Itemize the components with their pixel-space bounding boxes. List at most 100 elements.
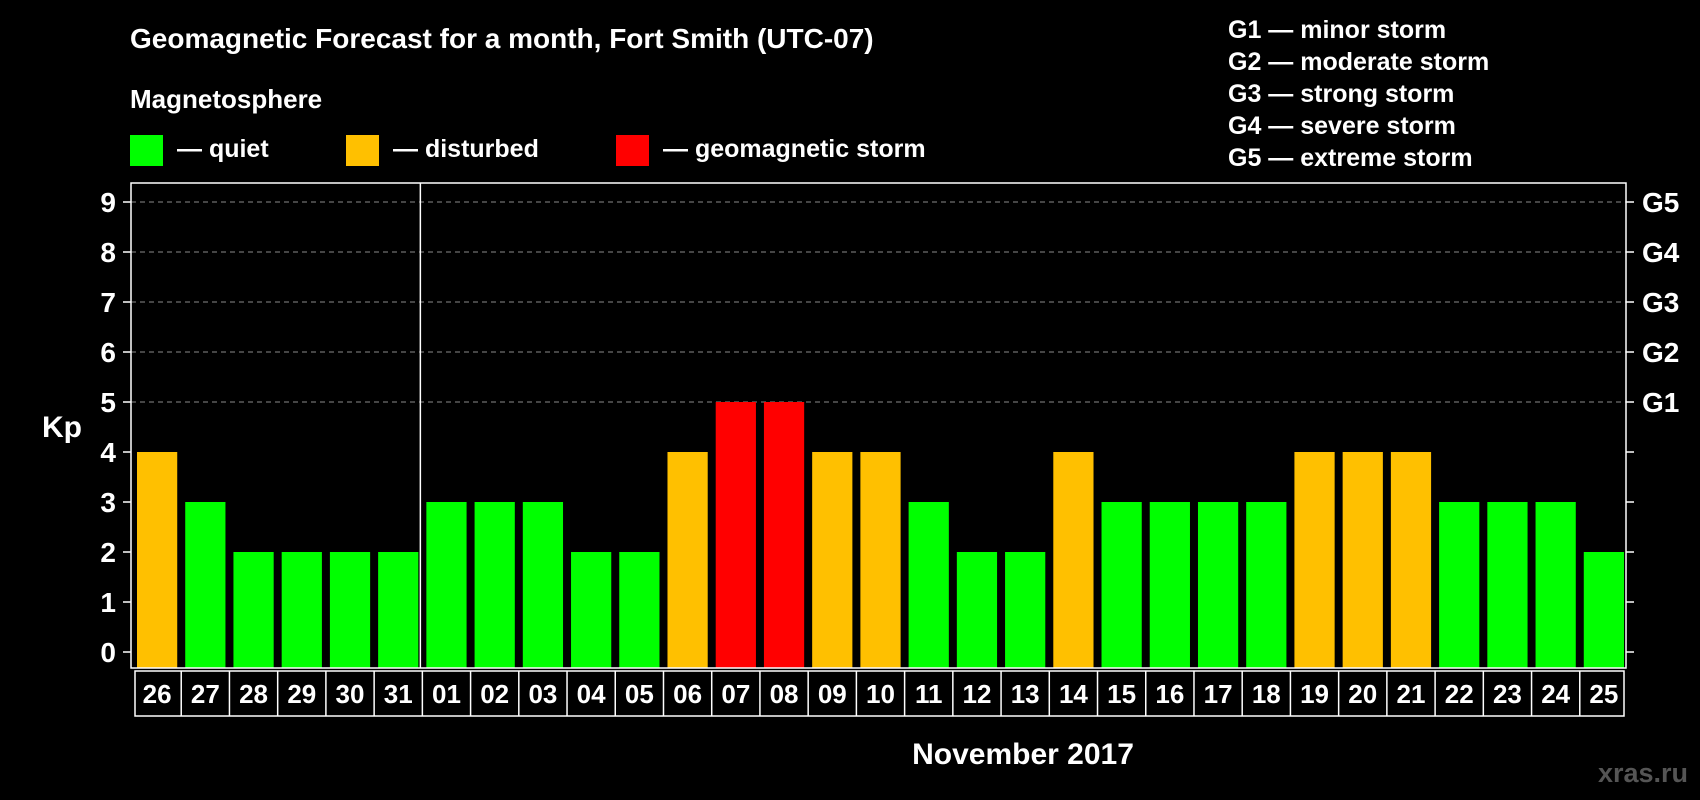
y-tick-label-2: 2 <box>100 537 116 568</box>
y-tick-label-7: 7 <box>100 287 116 318</box>
bar-27 <box>185 502 226 668</box>
x-tick-label-07: 07 <box>721 679 750 709</box>
bar-25 <box>1583 552 1624 668</box>
x-tick-label-13: 13 <box>1011 679 1040 709</box>
right-tick-label-G1: G1 <box>1642 387 1679 418</box>
legend: — quiet — disturbed — geomagnetic storm <box>130 135 926 166</box>
bar-13 <box>1005 552 1046 668</box>
x-tick-label-12: 12 <box>962 679 991 709</box>
right-tick-label-G5: G5 <box>1642 187 1679 218</box>
x-tick-label-09: 09 <box>818 679 847 709</box>
bar-12 <box>956 552 998 668</box>
right-tick-label-G4: G4 <box>1642 237 1680 268</box>
legend-label-2: — geomagnetic storm <box>663 135 926 163</box>
bar-09 <box>812 452 853 668</box>
bar-14 <box>1053 452 1094 668</box>
x-label-row-frame <box>134 670 1625 717</box>
bar-20 <box>1342 452 1383 668</box>
right-tick-label-G2: G2 <box>1642 337 1679 368</box>
x-tick-label-19: 19 <box>1300 679 1329 709</box>
legend-label-1: — disturbed <box>393 135 539 163</box>
x-tick-label-18: 18 <box>1252 679 1281 709</box>
legend-swatch-2 <box>616 135 649 166</box>
chart-title: Geomagnetic Forecast for a month, Fort S… <box>130 23 874 54</box>
y-tick-label-5: 5 <box>100 387 116 418</box>
legend-label-0: — quiet <box>177 135 269 163</box>
bar-23 <box>1487 502 1528 668</box>
x-tick-label-03: 03 <box>528 679 557 709</box>
plot-frame <box>130 182 1627 669</box>
x-tick-label-14: 14 <box>1059 679 1088 709</box>
bar-15 <box>1101 502 1142 668</box>
x-tick-label-04: 04 <box>577 679 606 709</box>
x-axis-label: November 2017 <box>912 738 1134 771</box>
bar-17 <box>1197 502 1239 668</box>
y-tick-label-1: 1 <box>100 587 116 618</box>
bar-19 <box>1294 452 1335 668</box>
x-tick-label-21: 21 <box>1397 679 1426 709</box>
x-tick-label-02: 02 <box>480 679 509 709</box>
bar-26 <box>137 452 178 668</box>
storm-level-4: G5 — extreme storm <box>1228 144 1473 172</box>
bar-08 <box>763 402 805 668</box>
bar-04 <box>571 552 612 668</box>
bar-30 <box>329 552 371 668</box>
bar-24 <box>1535 502 1576 668</box>
bar-31 <box>378 552 419 668</box>
watermark: xras.ru <box>1598 758 1688 788</box>
bars <box>137 402 1624 668</box>
bar-16 <box>1149 502 1190 668</box>
x-tick-label-17: 17 <box>1204 679 1233 709</box>
x-tick-label-29: 29 <box>287 679 316 709</box>
storm-level-1: G2 — moderate storm <box>1228 48 1489 76</box>
bar-07 <box>715 402 756 668</box>
x-tick-label-20: 20 <box>1348 679 1377 709</box>
bar-05 <box>619 552 660 668</box>
y-tick-label-6: 6 <box>100 337 116 368</box>
y-tick-label-9: 9 <box>100 187 116 218</box>
x-tick-label-08: 08 <box>770 679 799 709</box>
bar-18 <box>1246 502 1287 668</box>
y-axis-label: Kp <box>42 411 82 444</box>
right-tick-label-G3: G3 <box>1642 287 1679 318</box>
legend-swatch-1 <box>346 135 379 166</box>
legend-title: Magnetosphere <box>130 84 322 114</box>
bar-28 <box>233 552 274 668</box>
bar-11 <box>908 502 949 668</box>
storm-level-3: G4 — severe storm <box>1228 112 1456 140</box>
x-tick-label-31: 31 <box>384 679 413 709</box>
y-tick-label-3: 3 <box>100 487 116 518</box>
bar-02 <box>474 502 515 668</box>
x-tick-label-05: 05 <box>625 679 654 709</box>
x-tick-label-24: 24 <box>1541 679 1570 709</box>
bar-29 <box>281 552 322 668</box>
bar-03 <box>522 502 564 668</box>
bar-21 <box>1390 452 1432 668</box>
bar-01 <box>426 502 467 668</box>
y-tick-label-4: 4 <box>100 437 116 468</box>
legend-swatch-0 <box>130 135 163 166</box>
bar-06 <box>667 452 708 668</box>
storm-level-2: G3 — strong storm <box>1228 80 1454 108</box>
x-tick-label-25: 25 <box>1589 679 1618 709</box>
x-tick-label-30: 30 <box>336 679 365 709</box>
storm-level-0: G1 — minor storm <box>1228 16 1446 44</box>
x-tick-label-11: 11 <box>915 679 943 709</box>
x-tick-label-26: 26 <box>143 679 172 709</box>
x-tick-label-16: 16 <box>1155 679 1184 709</box>
grid-lines <box>131 201 1626 403</box>
x-tick-label-10: 10 <box>866 679 895 709</box>
y-tick-label-0: 0 <box>100 637 116 668</box>
x-tick-label-06: 06 <box>673 679 702 709</box>
x-tick-label-15: 15 <box>1107 679 1136 709</box>
x-tick-label-22: 22 <box>1445 679 1474 709</box>
x-tick-label-27: 27 <box>191 679 220 709</box>
storm-level-list: G1 — minor storm G2 — moderate storm G3 — … <box>1228 16 1489 172</box>
x-tick-label-01: 01 <box>432 679 461 709</box>
y-tick-label-8: 8 <box>100 237 116 268</box>
x-tick-label-28: 28 <box>239 679 268 709</box>
x-tick-label-23: 23 <box>1493 679 1522 709</box>
axes: 0 1 2 3 4 5 6 7 8 9 G1 G2 G3 G4 G5 <box>100 182 1680 669</box>
bar-22 <box>1439 502 1480 668</box>
